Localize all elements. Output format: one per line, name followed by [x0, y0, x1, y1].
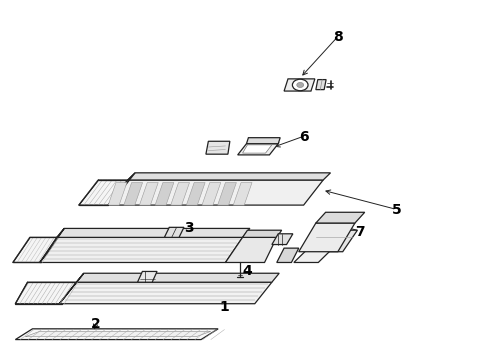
Polygon shape [15, 282, 76, 304]
Polygon shape [186, 183, 205, 205]
Polygon shape [294, 248, 333, 262]
Polygon shape [155, 183, 174, 205]
Polygon shape [164, 227, 184, 237]
Polygon shape [246, 138, 280, 144]
Text: 1: 1 [220, 300, 229, 314]
Polygon shape [299, 223, 355, 252]
Polygon shape [206, 141, 230, 154]
Polygon shape [59, 273, 84, 304]
Polygon shape [243, 230, 282, 237]
Polygon shape [316, 212, 365, 223]
Polygon shape [243, 145, 272, 153]
Polygon shape [13, 237, 58, 262]
Text: 8: 8 [333, 30, 343, 44]
Polygon shape [138, 271, 157, 282]
Polygon shape [140, 183, 158, 205]
Text: 2: 2 [91, 317, 101, 331]
Polygon shape [225, 237, 277, 262]
Polygon shape [59, 282, 272, 304]
Polygon shape [108, 183, 127, 205]
Polygon shape [124, 183, 143, 205]
Polygon shape [272, 234, 293, 244]
Text: 7: 7 [355, 225, 365, 239]
Text: 6: 6 [299, 130, 308, 144]
Polygon shape [108, 173, 135, 205]
Text: 4: 4 [243, 265, 252, 278]
Polygon shape [171, 183, 190, 205]
Polygon shape [40, 228, 64, 262]
Polygon shape [284, 79, 315, 91]
Polygon shape [238, 144, 278, 155]
Polygon shape [79, 180, 128, 205]
Polygon shape [25, 331, 211, 337]
Text: 3: 3 [184, 221, 194, 235]
Polygon shape [76, 273, 279, 282]
Polygon shape [277, 248, 299, 262]
Text: 5: 5 [392, 203, 401, 217]
Circle shape [297, 82, 304, 87]
Polygon shape [108, 180, 323, 205]
Polygon shape [233, 183, 252, 205]
Polygon shape [218, 183, 236, 205]
Polygon shape [316, 80, 326, 90]
Polygon shape [128, 173, 331, 180]
Polygon shape [40, 237, 243, 262]
Polygon shape [57, 228, 250, 237]
Circle shape [293, 79, 308, 91]
Polygon shape [15, 329, 218, 339]
Polygon shape [202, 183, 221, 205]
Polygon shape [316, 230, 357, 252]
